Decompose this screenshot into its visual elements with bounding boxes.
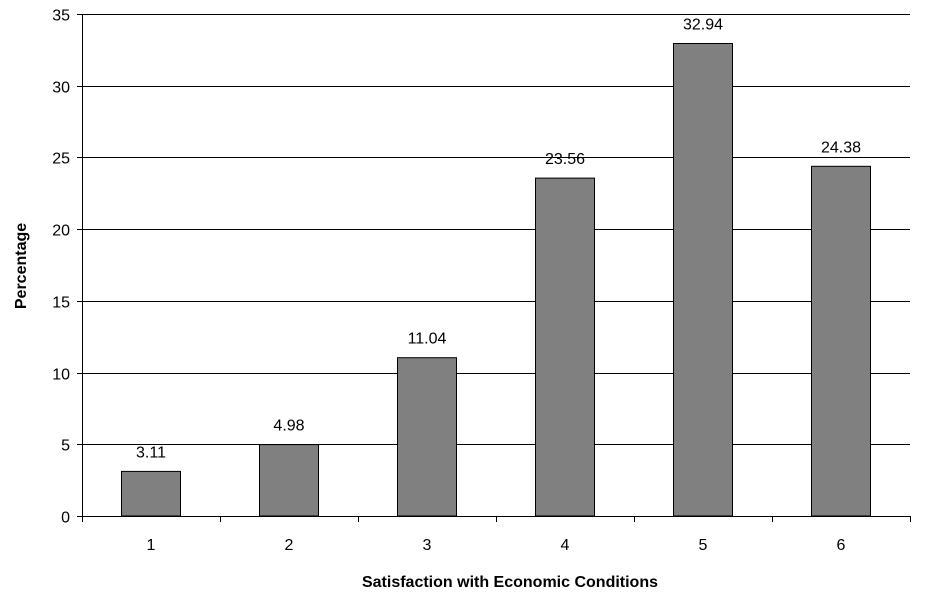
x-tick-label: 6 <box>837 537 846 554</box>
x-tick-label: 1 <box>147 537 156 554</box>
data-label: 11.04 <box>408 331 447 348</box>
axes: 0 5 10 15 20 25 30 35 1 2 3 4 5 6 <box>52 8 911 554</box>
bar <box>673 43 733 517</box>
bar <box>121 470 181 517</box>
bar <box>811 165 871 517</box>
y-tick-label: 35 <box>52 8 70 25</box>
x-tick-label: 5 <box>699 537 708 554</box>
data-label: 3.11 <box>136 444 166 461</box>
y-tick-label: 0 <box>61 510 70 527</box>
y-axis-title: Percentage <box>13 223 30 309</box>
y-tick-label: 20 <box>52 223 70 240</box>
bar <box>535 177 595 517</box>
x-tick-label: 3 <box>423 537 432 554</box>
x-axis-title: Satisfaction with Economic Conditions <box>362 574 658 591</box>
data-label: 32.94 <box>683 17 723 34</box>
data-label: 4.98 <box>273 418 304 435</box>
x-tick-label: 2 <box>285 537 294 554</box>
x-tick-label: 4 <box>561 537 570 554</box>
data-labels: 3.11 4.98 11.04 23.56 32.94 24.38 <box>136 17 861 462</box>
y-tick-label: 25 <box>52 151 70 168</box>
y-tick-label: 30 <box>52 80 70 97</box>
data-label: 23.56 <box>545 151 585 168</box>
bar <box>259 444 319 517</box>
bar <box>397 357 457 517</box>
gridlines <box>82 14 910 445</box>
data-label: 24.38 <box>821 139 861 156</box>
y-tick-label: 5 <box>61 438 70 455</box>
y-tick-label: 15 <box>52 295 70 312</box>
bars <box>121 43 871 517</box>
y-tick-label: 10 <box>52 367 70 384</box>
